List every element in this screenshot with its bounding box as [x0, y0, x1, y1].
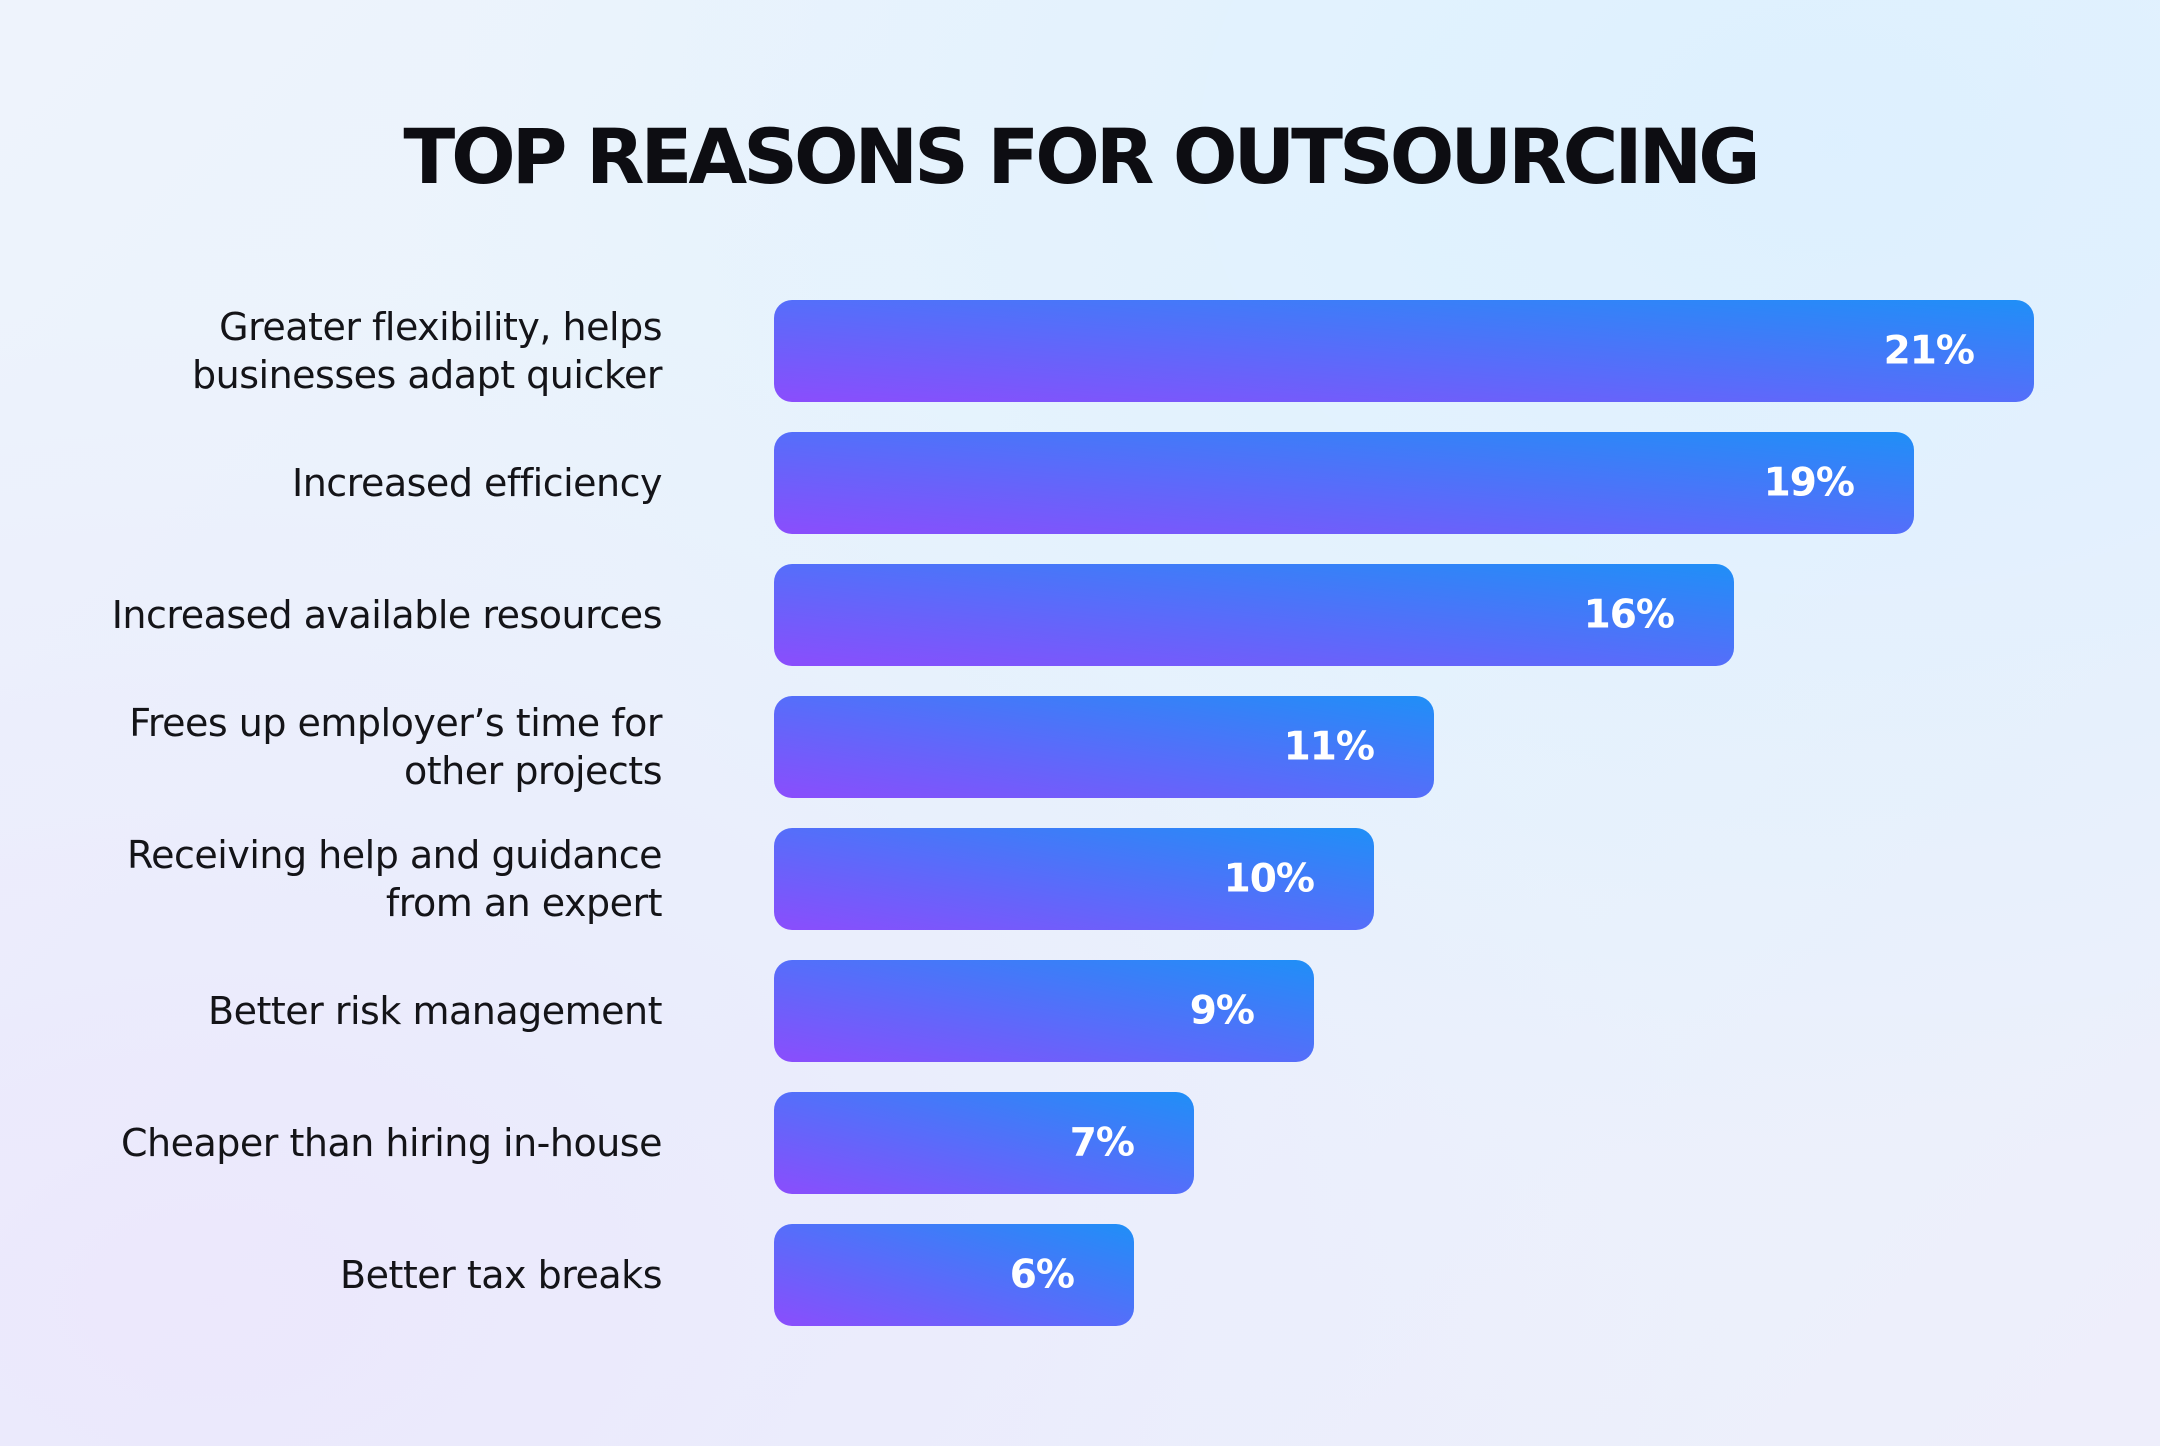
category-label: Better tax breaks [340, 1253, 662, 1297]
category-label: Greater flexibility, helps [219, 305, 662, 349]
category-label: businesses adapt quicker [192, 353, 663, 397]
category-label: Better risk management [208, 989, 662, 1033]
bar-8 [774, 1224, 1134, 1326]
bar-5 [774, 828, 1374, 930]
bar-4 [774, 696, 1434, 798]
category-label: Increased efficiency [292, 461, 662, 505]
bar-value-label: 7% [1070, 1121, 1134, 1166]
category-label: from an expert [386, 881, 662, 925]
bar-7 [774, 1092, 1194, 1194]
bar-value-label: 11% [1284, 725, 1374, 770]
bars-group: 21% 19% 16% 11% 10% 9% 7% 6% [774, 300, 2034, 1326]
bar-6 [774, 960, 1314, 1062]
bar-value-label: 6% [1010, 1253, 1074, 1298]
category-label: other projects [404, 749, 662, 793]
bar-3 [774, 564, 1734, 666]
bar-2 [774, 432, 1914, 534]
category-label: Increased available resources [112, 593, 662, 637]
bar-value-label: 10% [1224, 857, 1314, 902]
category-label: Cheaper than hiring in-house [121, 1121, 662, 1165]
category-label: Frees up employer’s time for [129, 701, 663, 745]
bar-value-label: 16% [1584, 593, 1674, 638]
bar-value-label: 9% [1190, 989, 1254, 1034]
chart-title: TOP REASONS FOR OUTSOURCING [403, 112, 1760, 201]
category-label: Receiving help and guidance [127, 833, 662, 877]
bar-value-label: 19% [1764, 461, 1854, 506]
bar-1 [774, 300, 2034, 402]
bar-value-label: 21% [1884, 329, 1974, 374]
